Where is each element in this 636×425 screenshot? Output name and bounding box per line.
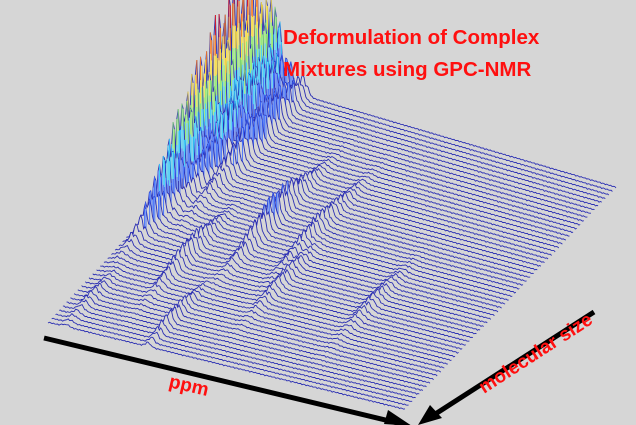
- spectrum-trace: [92, 273, 448, 365]
- spectrum-trace: [178, 91, 531, 278]
- molecular-size-axis-label: molecular size: [475, 309, 596, 398]
- trace-mask: [70, 295, 427, 390]
- spectrum-trace: [84, 279, 442, 373]
- spectrum-trace: [260, 0, 610, 196]
- spectrum-trace: [226, 0, 577, 230]
- spectrum-trace: [159, 138, 513, 297]
- spectrum-trace: [230, 0, 581, 226]
- trace-mask: [77, 286, 434, 382]
- spectrum-trace: [66, 299, 424, 391]
- spectrum-trace: [51, 317, 409, 406]
- trace-mask: [118, 239, 473, 341]
- spectrum-trace: [256, 0, 606, 199]
- spectrum-trace: [200, 32, 552, 256]
- spectrum-trace: [204, 14, 556, 253]
- trace-mask: [152, 156, 506, 307]
- spectrum-trace: [81, 282, 438, 377]
- spectrum-trace: [249, 2, 599, 207]
- spectrum-trace: [62, 304, 420, 395]
- spectrum-trace: [245, 0, 595, 210]
- spectrum-trace: [208, 13, 560, 249]
- chart-title-line1: Deformulation of Complex: [283, 26, 540, 49]
- molecular-size-axis-line: [424, 309, 596, 423]
- trace-mask: [122, 232, 477, 337]
- spectrum-trace: [88, 276, 445, 369]
- spectrum-trace: [185, 59, 538, 271]
- spectra-traces: [47, 0, 617, 412]
- spectrum-trace: [47, 321, 406, 410]
- spectrum-trace: [189, 56, 542, 267]
- ppm-axis-line: [43, 335, 403, 425]
- spectrum-trace: [252, 4, 602, 203]
- spectrum-trace: [103, 260, 459, 354]
- trace-mask: [115, 245, 470, 345]
- spectrum-trace: [241, 0, 591, 214]
- spectrum-trace: [77, 285, 434, 381]
- trace-mask: [133, 207, 488, 326]
- spectrum-trace: [193, 59, 545, 263]
- trace-mask: [100, 266, 456, 360]
- spectrum-trace: [267, 21, 617, 189]
- chart-title-line2: Mixtures using GPC-NMR: [283, 58, 531, 81]
- spectrum-trace: [196, 51, 549, 260]
- trace-mask: [62, 304, 420, 397]
- spectrum-trace: [107, 255, 463, 350]
- spectrum-trace: [219, 0, 570, 237]
- spectrum-trace: [215, 14, 567, 241]
- spectrum-trace: [223, 0, 574, 233]
- trace-mask: [130, 215, 484, 330]
- spectrum-trace: [234, 0, 584, 222]
- trace-mask: [74, 290, 430, 386]
- spectrum-trace: [264, 6, 613, 192]
- spectrum-trace: [163, 122, 517, 294]
- ppm-axis-arrowhead: [384, 410, 411, 425]
- spectrum-trace: [59, 308, 416, 399]
- trace-mask: [55, 313, 413, 405]
- spectrum-trace: [73, 290, 431, 384]
- spectrum-trace: [212, 22, 563, 245]
- spectrum-trace: [96, 269, 452, 361]
- spectrum-trace: [70, 295, 427, 388]
- axes: [43, 309, 596, 425]
- molecular-size-axis-arrowhead: [418, 405, 442, 425]
- trace-mask: [92, 273, 448, 367]
- spectrum-trace: [55, 312, 413, 402]
- spectrum-trace: [181, 73, 534, 274]
- spectrum-trace: [174, 100, 527, 282]
- trace-mask: [66, 300, 423, 394]
- spectrum-trace: [166, 108, 520, 290]
- trace-mask: [126, 224, 481, 333]
- spectrum-trace: [170, 103, 524, 286]
- trace-mask: [96, 269, 452, 364]
- trace-mask: [156, 150, 509, 303]
- spectrum-trace: [237, 0, 588, 218]
